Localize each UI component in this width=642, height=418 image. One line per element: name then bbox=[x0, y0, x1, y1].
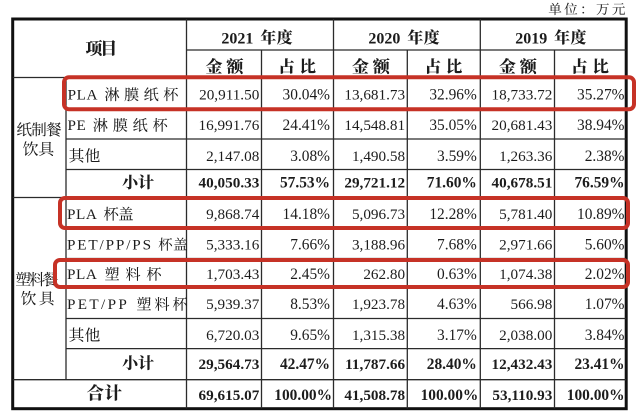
svg-text:24.41%: 24.41% bbox=[283, 117, 331, 134]
svg-text:11,787.66: 11,787.66 bbox=[345, 356, 405, 373]
svg-text:PLA: PLA bbox=[68, 87, 99, 104]
svg-text:1,703.43: 1,703.43 bbox=[206, 266, 259, 283]
svg-text:2.45%: 2.45% bbox=[290, 266, 330, 283]
svg-text:38.94%: 38.94% bbox=[577, 117, 625, 134]
svg-text:42.47%: 42.47% bbox=[280, 356, 330, 373]
svg-text:4.63%: 4.63% bbox=[437, 296, 477, 313]
svg-text:29,721.12: 29,721.12 bbox=[344, 175, 405, 192]
svg-text:3.17%: 3.17% bbox=[437, 327, 477, 344]
svg-text:16,991.76: 16,991.76 bbox=[199, 117, 260, 134]
svg-text:0.63%: 0.63% bbox=[437, 266, 477, 283]
svg-text:5,096.73: 5,096.73 bbox=[352, 206, 405, 223]
svg-text:6,720.03: 6,720.03 bbox=[206, 327, 259, 344]
svg-text:18,733.72: 18,733.72 bbox=[492, 87, 553, 104]
svg-text:100.00%: 100.00% bbox=[274, 387, 332, 404]
svg-text:71.60%: 71.60% bbox=[427, 175, 477, 192]
svg-text:5.60%: 5.60% bbox=[585, 237, 625, 254]
svg-text:100.00%: 100.00% bbox=[567, 387, 625, 404]
svg-text:35.27%: 35.27% bbox=[577, 87, 625, 104]
svg-text:2020: 2020 bbox=[368, 31, 400, 48]
svg-text:53,110.93: 53,110.93 bbox=[492, 387, 552, 404]
svg-text:2.38%: 2.38% bbox=[585, 148, 625, 165]
svg-text:9.65%: 9.65% bbox=[290, 327, 330, 344]
svg-text:30.04%: 30.04% bbox=[283, 87, 331, 104]
svg-text:57.53%: 57.53% bbox=[280, 175, 330, 192]
svg-text:1,923.78: 1,923.78 bbox=[352, 296, 406, 313]
svg-text:3.84%: 3.84% bbox=[585, 327, 625, 344]
svg-text:PET/PP: PET/PP bbox=[67, 296, 129, 313]
svg-text:2021: 2021 bbox=[221, 31, 253, 48]
svg-text:8.53%: 8.53% bbox=[290, 296, 330, 313]
svg-text:2.02%: 2.02% bbox=[585, 266, 625, 283]
svg-text:3.59%: 3.59% bbox=[437, 148, 477, 165]
svg-text:1,263.36: 1,263.36 bbox=[499, 148, 553, 165]
svg-text:29,564.73: 29,564.73 bbox=[199, 356, 260, 373]
svg-text:1,490.58: 1,490.58 bbox=[352, 148, 406, 165]
svg-text:3,188.96: 3,188.96 bbox=[352, 237, 406, 254]
svg-text:7.66%: 7.66% bbox=[290, 237, 330, 254]
svg-text:32.96%: 32.96% bbox=[429, 87, 477, 104]
svg-text:2,038.00: 2,038.00 bbox=[499, 327, 553, 344]
svg-text:5,939.37: 5,939.37 bbox=[206, 296, 260, 313]
svg-text:566.98: 566.98 bbox=[511, 296, 553, 313]
svg-text:100.00%: 100.00% bbox=[421, 387, 479, 404]
svg-text:23.41%: 23.41% bbox=[574, 356, 624, 373]
svg-text:41,508.78: 41,508.78 bbox=[344, 387, 405, 404]
svg-text:14.18%: 14.18% bbox=[283, 206, 331, 223]
svg-text:262.80: 262.80 bbox=[363, 266, 405, 283]
svg-text:7.68%: 7.68% bbox=[437, 237, 477, 254]
svg-text:69,615.07: 69,615.07 bbox=[199, 387, 260, 404]
svg-text:5,781.40: 5,781.40 bbox=[499, 206, 553, 223]
svg-text:40,678.51: 40,678.51 bbox=[492, 175, 553, 192]
svg-text:1,074.38: 1,074.38 bbox=[499, 266, 553, 283]
svg-text:2,971.66: 2,971.66 bbox=[499, 237, 553, 254]
svg-text:20,681.43: 20,681.43 bbox=[492, 117, 553, 134]
svg-text:40,050.33: 40,050.33 bbox=[199, 175, 260, 192]
svg-text:9,868.74: 9,868.74 bbox=[206, 206, 260, 223]
svg-text:12,432.43: 12,432.43 bbox=[492, 356, 553, 373]
svg-text:PET/PP/PS: PET/PP/PS bbox=[67, 237, 153, 254]
svg-text:1.07%: 1.07% bbox=[585, 296, 625, 313]
svg-text:PE: PE bbox=[68, 117, 87, 134]
svg-text:PLA: PLA bbox=[67, 206, 98, 223]
svg-text:1,315.38: 1,315.38 bbox=[352, 327, 406, 344]
svg-text:2019: 2019 bbox=[515, 31, 547, 48]
svg-text:3.08%: 3.08% bbox=[290, 148, 330, 165]
svg-text:13,681.73: 13,681.73 bbox=[344, 87, 405, 104]
svg-text:28.40%: 28.40% bbox=[427, 356, 477, 373]
svg-text:14,548.81: 14,548.81 bbox=[344, 117, 405, 134]
svg-text:PLA: PLA bbox=[67, 266, 98, 283]
svg-text:2,147.08: 2,147.08 bbox=[206, 148, 260, 165]
svg-text:76.59%: 76.59% bbox=[574, 175, 624, 192]
svg-text:10.89%: 10.89% bbox=[577, 206, 625, 223]
svg-text:35.05%: 35.05% bbox=[429, 117, 477, 134]
svg-text:12.28%: 12.28% bbox=[429, 206, 477, 223]
svg-text:20,911.50: 20,911.50 bbox=[199, 87, 260, 104]
svg-text:5,333.16: 5,333.16 bbox=[206, 237, 260, 254]
